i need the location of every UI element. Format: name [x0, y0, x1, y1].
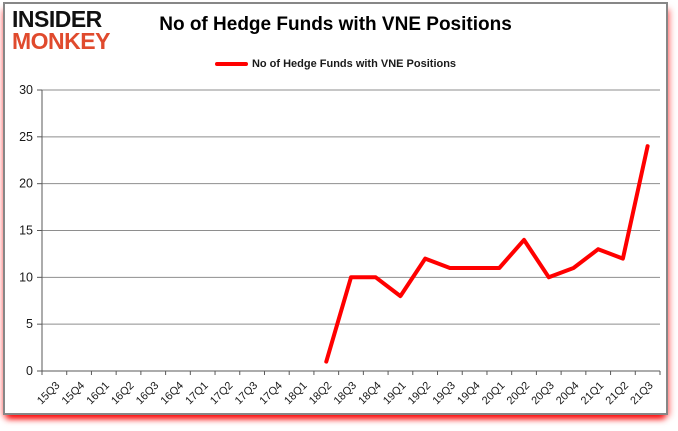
svg-text:15: 15	[19, 224, 33, 238]
svg-text:18Q3: 18Q3	[332, 380, 360, 408]
svg-text:15Q3: 15Q3	[35, 380, 63, 408]
legend-line-marker	[214, 62, 248, 66]
chart-frame: INSIDER MONKEY No of Hedge Funds with VN…	[3, 2, 668, 415]
svg-text:21Q1: 21Q1	[579, 380, 607, 408]
svg-text:17Q1: 17Q1	[183, 380, 211, 408]
svg-text:19Q4: 19Q4	[455, 380, 483, 408]
svg-text:30: 30	[19, 83, 33, 97]
chart-canvas: 0 5 10 15 20 25 30 15Q315Q416Q116Q216Q316Q417Q1…	[19, 83, 661, 408]
svg-text:17Q4: 17Q4	[257, 380, 285, 408]
logo-text-monkey: MONKEY	[12, 27, 110, 54]
svg-text:15Q4: 15Q4	[60, 380, 88, 408]
svg-text:19Q1: 19Q1	[381, 380, 409, 408]
svg-text:21Q3: 21Q3	[628, 380, 656, 408]
svg-text:17Q3: 17Q3	[233, 380, 261, 408]
legend-series-label: No of Hedge Funds with VNE Positions	[251, 58, 457, 70]
svg-text:20Q3: 20Q3	[529, 380, 557, 408]
svg-text:16Q4: 16Q4	[159, 380, 187, 408]
logo-text-insider: INSIDER	[12, 6, 102, 32]
svg-text:16Q3: 16Q3	[134, 380, 162, 408]
svg-text:17Q2: 17Q2	[208, 380, 236, 408]
svg-text:16Q1: 16Q1	[84, 380, 112, 408]
svg-text:20: 20	[19, 177, 33, 191]
chart-legend: No of Hedge Funds with VNE Positions	[5, 58, 666, 70]
svg-text:18Q1: 18Q1	[282, 380, 310, 408]
svg-text:16Q2: 16Q2	[109, 380, 137, 408]
svg-text:25: 25	[19, 130, 33, 144]
svg-text:18Q2: 18Q2	[307, 380, 335, 408]
svg-text:20Q2: 20Q2	[505, 380, 533, 408]
insider-monkey-logo: INSIDER MONKEY	[12, 6, 110, 54]
svg-text:19Q2: 19Q2	[406, 380, 434, 408]
svg-text:10: 10	[19, 270, 33, 284]
svg-text:0: 0	[26, 364, 33, 378]
svg-text:18Q4: 18Q4	[356, 380, 384, 408]
chart-title: No of Hedge Funds with VNE Positions	[159, 14, 512, 35]
svg-text:19Q3: 19Q3	[430, 380, 458, 408]
svg-text:21Q2: 21Q2	[604, 380, 632, 408]
svg-text:20Q4: 20Q4	[554, 380, 582, 408]
svg-text:5: 5	[26, 317, 33, 331]
svg-text:20Q1: 20Q1	[480, 380, 508, 408]
